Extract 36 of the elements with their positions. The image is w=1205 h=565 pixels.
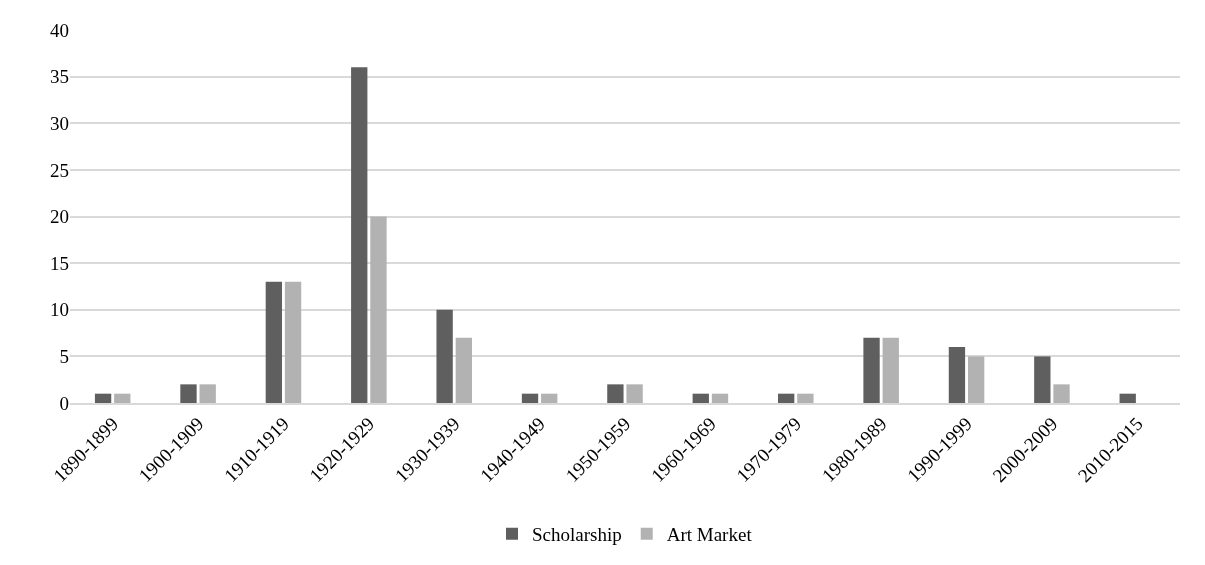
bar: [521, 393, 539, 403]
bar: [967, 356, 985, 403]
bar: [370, 216, 387, 403]
y-tick-label: 20: [50, 206, 69, 228]
bar: [1034, 356, 1051, 403]
bar: [180, 384, 197, 403]
legend-label: Scholarship: [532, 524, 622, 546]
bar: [797, 393, 814, 403]
bar: [351, 67, 368, 403]
bar: [265, 281, 283, 403]
bar: [436, 309, 453, 403]
bar: [1119, 393, 1136, 403]
bar: [626, 384, 643, 403]
legend-label: Art Market: [666, 524, 753, 546]
y-tick-label: 0: [59, 392, 69, 414]
bar: [94, 393, 112, 403]
y-tick-label: 15: [50, 252, 69, 274]
bar: [114, 393, 131, 403]
bar: [711, 393, 729, 403]
y-tick-label: 25: [50, 159, 69, 181]
bar: [284, 281, 302, 403]
bar: [692, 393, 709, 403]
bar: [948, 347, 966, 403]
bar: [541, 393, 558, 403]
y-tick-label: 35: [50, 66, 69, 88]
bar: [1053, 384, 1070, 403]
bar: [863, 337, 880, 403]
bar: [199, 384, 216, 403]
y-tick-label: 40: [50, 19, 69, 41]
bar: [882, 337, 899, 403]
y-tick-label: 5: [59, 346, 69, 368]
y-tick-label: 10: [50, 299, 69, 321]
bar: [607, 384, 624, 403]
bar: [778, 393, 795, 403]
y-tick-label: 30: [50, 112, 69, 134]
bar: [455, 337, 472, 403]
